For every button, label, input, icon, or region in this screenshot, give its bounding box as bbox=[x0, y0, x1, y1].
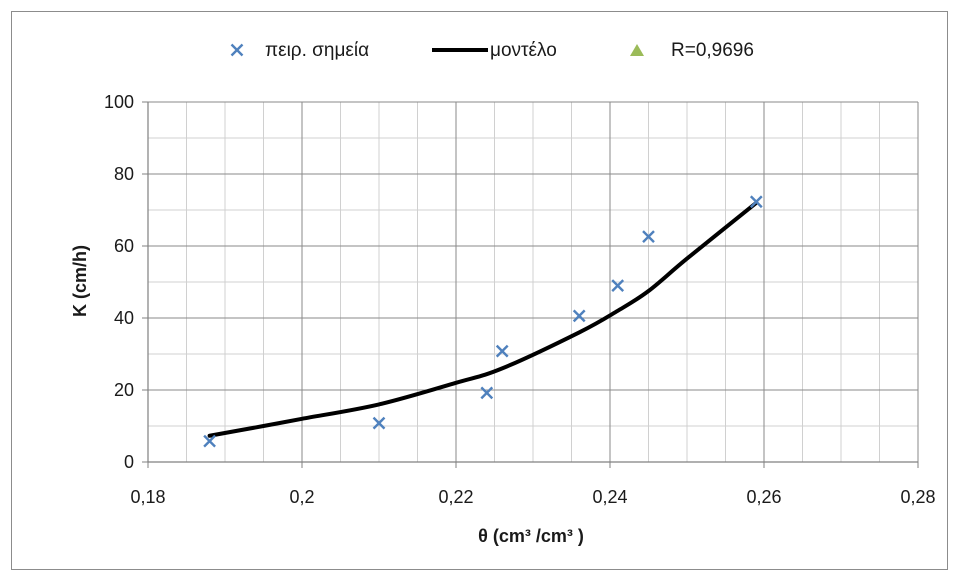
data-point bbox=[611, 279, 625, 292]
y-tick-label: 60 bbox=[114, 236, 134, 256]
data-point bbox=[642, 230, 655, 243]
legend-label-points: πειρ. σημεία bbox=[265, 40, 369, 61]
x-tick-label: 0,24 bbox=[592, 487, 627, 507]
x-tick-label: 0,22 bbox=[438, 487, 473, 507]
model-line-layer bbox=[207, 200, 759, 438]
data-point bbox=[495, 344, 509, 358]
legend-x-glyph bbox=[230, 43, 244, 57]
x-tick-label: 0,18 bbox=[130, 487, 165, 507]
triangle-marker-icon bbox=[630, 44, 644, 56]
legend: πειρ. σημεία μοντέλο R=0,9696 bbox=[230, 40, 754, 61]
y-tick-label: 20 bbox=[114, 380, 134, 400]
x-tick-label: 0,28 bbox=[900, 487, 935, 507]
tick-labels: 0 20 40 60 80 100 0,18 0,2 0,22 0,24 0,26 0,28 bbox=[104, 92, 936, 507]
data-point bbox=[480, 386, 494, 400]
grid-lines bbox=[148, 101, 919, 462]
legend-item-r: R=0,9696 bbox=[630, 40, 754, 61]
data-point bbox=[203, 434, 216, 448]
x-tick-label: 0,2 bbox=[289, 487, 314, 507]
model-line bbox=[207, 200, 759, 438]
y-tick-label: 0 bbox=[124, 452, 134, 472]
legend-label-model: μοντέλο bbox=[490, 40, 557, 61]
y-tick-label: 80 bbox=[114, 164, 134, 184]
axes bbox=[142, 101, 919, 468]
chart-frame bbox=[11, 11, 948, 570]
x-marker-icon bbox=[230, 43, 244, 57]
data-points-layer bbox=[203, 195, 763, 448]
data-point bbox=[372, 416, 386, 430]
y-axis-label: K (cm/h) bbox=[70, 245, 90, 317]
legend-label-r: R=0,9696 bbox=[671, 40, 754, 61]
data-point bbox=[572, 309, 586, 323]
x-tick-label: 0,26 bbox=[746, 487, 781, 507]
legend-item-model: μοντέλο bbox=[432, 40, 557, 61]
legend-item-points: πειρ. σημεία bbox=[230, 40, 369, 61]
y-tick-label: 40 bbox=[114, 308, 134, 328]
x-axis-label: θ (cm³ /cm³ ) bbox=[478, 526, 584, 546]
data-point bbox=[749, 195, 763, 209]
y-tick-label: 100 bbox=[104, 92, 134, 112]
